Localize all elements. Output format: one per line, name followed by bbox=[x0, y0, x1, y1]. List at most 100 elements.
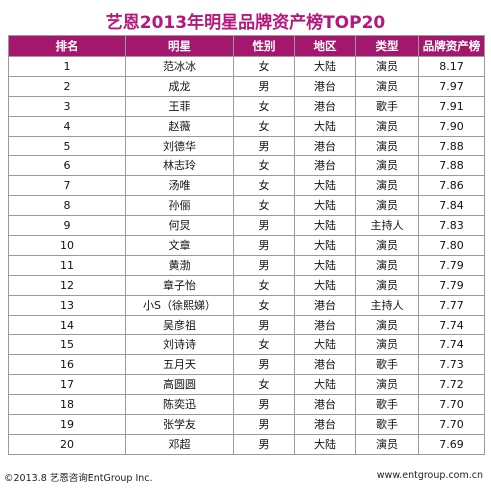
cell-brand-value: 7.74 bbox=[418, 334, 485, 356]
cell-region: 大陆 bbox=[294, 195, 356, 217]
table-row: 10 文章男大陆 演员 7.80 bbox=[8, 235, 485, 256]
cell-type: 演员 bbox=[355, 56, 419, 77]
cell-gender: 女 bbox=[233, 374, 295, 396]
cell-type: 演员 bbox=[355, 374, 419, 396]
cell-region: 大陆 bbox=[294, 115, 356, 137]
cell-brand-value: 7.79 bbox=[418, 254, 485, 276]
cell-region: 港台 bbox=[294, 135, 356, 157]
cell-region: 港台 bbox=[294, 294, 356, 316]
cell-star: 刘德华 bbox=[125, 135, 234, 157]
cell-star: 成龙 bbox=[125, 75, 234, 97]
cell-brand-value: 8.17 bbox=[418, 56, 485, 77]
table-row: 6 林志玲女港台 演员 7.88 bbox=[8, 155, 485, 177]
cell-gender: 女 bbox=[233, 95, 295, 117]
cell-gender: 女 bbox=[233, 115, 295, 137]
cell-star: 汤唯 bbox=[125, 175, 234, 197]
cell-type: 演员 bbox=[355, 433, 419, 455]
cell-region: 港台 bbox=[294, 155, 356, 177]
cell-gender: 男 bbox=[233, 354, 295, 376]
cell-brand-value: 7.69 bbox=[418, 433, 485, 455]
cell-star: 范冰冰 bbox=[125, 56, 234, 77]
table-row: 17 高圆圆女大陆 演员 7.72 bbox=[8, 374, 485, 396]
cell-region: 大陆 bbox=[294, 56, 356, 77]
cell-gender: 女 bbox=[233, 175, 295, 197]
cell-rank: 6 bbox=[8, 155, 126, 177]
cell-type: 演员 bbox=[355, 254, 419, 276]
cell-gender: 男 bbox=[233, 254, 295, 276]
cell-region: 大陆 bbox=[294, 433, 356, 455]
cell-region: 港台 bbox=[294, 314, 356, 336]
website-link[interactable]: www.entgroup.com.cn bbox=[376, 470, 483, 481]
cell-type: 歌手 bbox=[355, 414, 419, 435]
cell-rank: 5 bbox=[8, 135, 126, 157]
cell-brand-value: 7.83 bbox=[418, 215, 485, 237]
cell-brand-value: 7.86 bbox=[418, 175, 485, 197]
cell-star: 何炅 bbox=[125, 215, 234, 237]
table-row: 5 刘德华男港台 演员 7.88 bbox=[8, 135, 485, 157]
cell-star: 孙俪 bbox=[125, 195, 234, 217]
cell-gender: 女 bbox=[233, 56, 295, 77]
cell-rank: 1 bbox=[8, 56, 126, 77]
cell-region: 大陆 bbox=[294, 254, 356, 276]
cell-rank: 2 bbox=[8, 75, 126, 97]
cell-rank: 15 bbox=[8, 334, 126, 356]
header-star: 明星 bbox=[125, 35, 234, 57]
table-row: 14 吴彦祖男港台 演员 7.74 bbox=[8, 314, 485, 336]
header-type: 类型 bbox=[355, 35, 419, 57]
table-row: 12 章子怡女大陆 演员 7.79 bbox=[8, 274, 485, 296]
cell-star: 五月天 bbox=[125, 354, 234, 376]
cell-star: 王菲 bbox=[125, 95, 234, 117]
table-row: 7 汤唯女大陆 演员 7.86 bbox=[8, 175, 485, 197]
header-rank: 排名 bbox=[8, 35, 126, 57]
cell-region: 港台 bbox=[294, 95, 356, 117]
ranking-table: 排名 明星 性别 地区 类型 品牌资产榜 1 范冰冰女大陆 演员 8.17 2 成龙男港台… bbox=[8, 35, 485, 455]
cell-star: 林志玲 bbox=[125, 155, 234, 177]
cell-brand-value: 7.70 bbox=[418, 394, 485, 416]
cell-type: 演员 bbox=[355, 75, 419, 97]
cell-region: 大陆 bbox=[294, 274, 356, 296]
cell-star: 文章 bbox=[125, 235, 234, 256]
cell-star: 黄渤 bbox=[125, 254, 234, 276]
cell-brand-value: 7.70 bbox=[418, 414, 485, 435]
cell-gender: 男 bbox=[233, 433, 295, 455]
header-gender: 性别 bbox=[233, 35, 295, 57]
cell-star: 赵薇 bbox=[125, 115, 234, 137]
cell-gender: 男 bbox=[233, 75, 295, 97]
page-title: 艺恩2013年明星品牌资产榜TOP20 bbox=[105, 13, 386, 33]
cell-star: 张学友 bbox=[125, 414, 234, 435]
cell-brand-value: 7.91 bbox=[418, 95, 485, 117]
table-row: 18 陈奕迅男港台 歌手 7.70 bbox=[8, 394, 485, 416]
cell-rank: 8 bbox=[8, 195, 126, 217]
cell-type: 演员 bbox=[355, 135, 419, 157]
cell-star: 章子怡 bbox=[125, 274, 234, 296]
cell-star: 邓超 bbox=[125, 433, 234, 455]
table-row: 20 邓超男大陆 演员 7.69 bbox=[8, 433, 485, 455]
table-row: 15 刘诗诗女大陆 演员 7.74 bbox=[8, 334, 485, 356]
cell-star: 陈奕迅 bbox=[125, 394, 234, 416]
cell-region: 港台 bbox=[294, 414, 356, 435]
table-row: 9 何炅男大陆 主持人 7.83 bbox=[8, 215, 485, 237]
cell-gender: 女 bbox=[233, 274, 295, 296]
table-row: 1 范冰冰女大陆 演员 8.17 bbox=[8, 56, 485, 77]
cell-type: 演员 bbox=[355, 175, 419, 197]
cell-type: 演员 bbox=[355, 274, 419, 296]
table-row: 13 小S（徐熙娣）女港台 主持人 7.77 bbox=[8, 294, 485, 316]
cell-brand-value: 7.77 bbox=[418, 294, 485, 316]
cell-brand-value: 7.88 bbox=[418, 135, 485, 157]
cell-brand-value: 7.72 bbox=[418, 374, 485, 396]
table-row: 4 赵薇女大陆 演员 7.90 bbox=[8, 115, 485, 137]
cell-rank: 18 bbox=[8, 394, 126, 416]
cell-rank: 14 bbox=[8, 314, 126, 336]
cell-rank: 13 bbox=[8, 294, 126, 316]
table-header-row: 排名 明星 性别 地区 类型 品牌资产榜 bbox=[8, 35, 485, 57]
cell-region: 大陆 bbox=[294, 215, 356, 237]
cell-rank: 16 bbox=[8, 354, 126, 376]
table-row: 11 黄渤男大陆 演员 7.79 bbox=[8, 254, 485, 276]
table-row: 19 张学友男港台 歌手 7.70 bbox=[8, 414, 485, 435]
copyright-text: ©2013.8 艺恩咨询EntGroup Inc. bbox=[4, 473, 153, 484]
cell-rank: 10 bbox=[8, 235, 126, 256]
cell-region: 港台 bbox=[294, 354, 356, 376]
table-row: 2 成龙男港台 演员 7.97 bbox=[8, 75, 485, 97]
cell-gender: 男 bbox=[233, 135, 295, 157]
cell-region: 大陆 bbox=[294, 175, 356, 197]
